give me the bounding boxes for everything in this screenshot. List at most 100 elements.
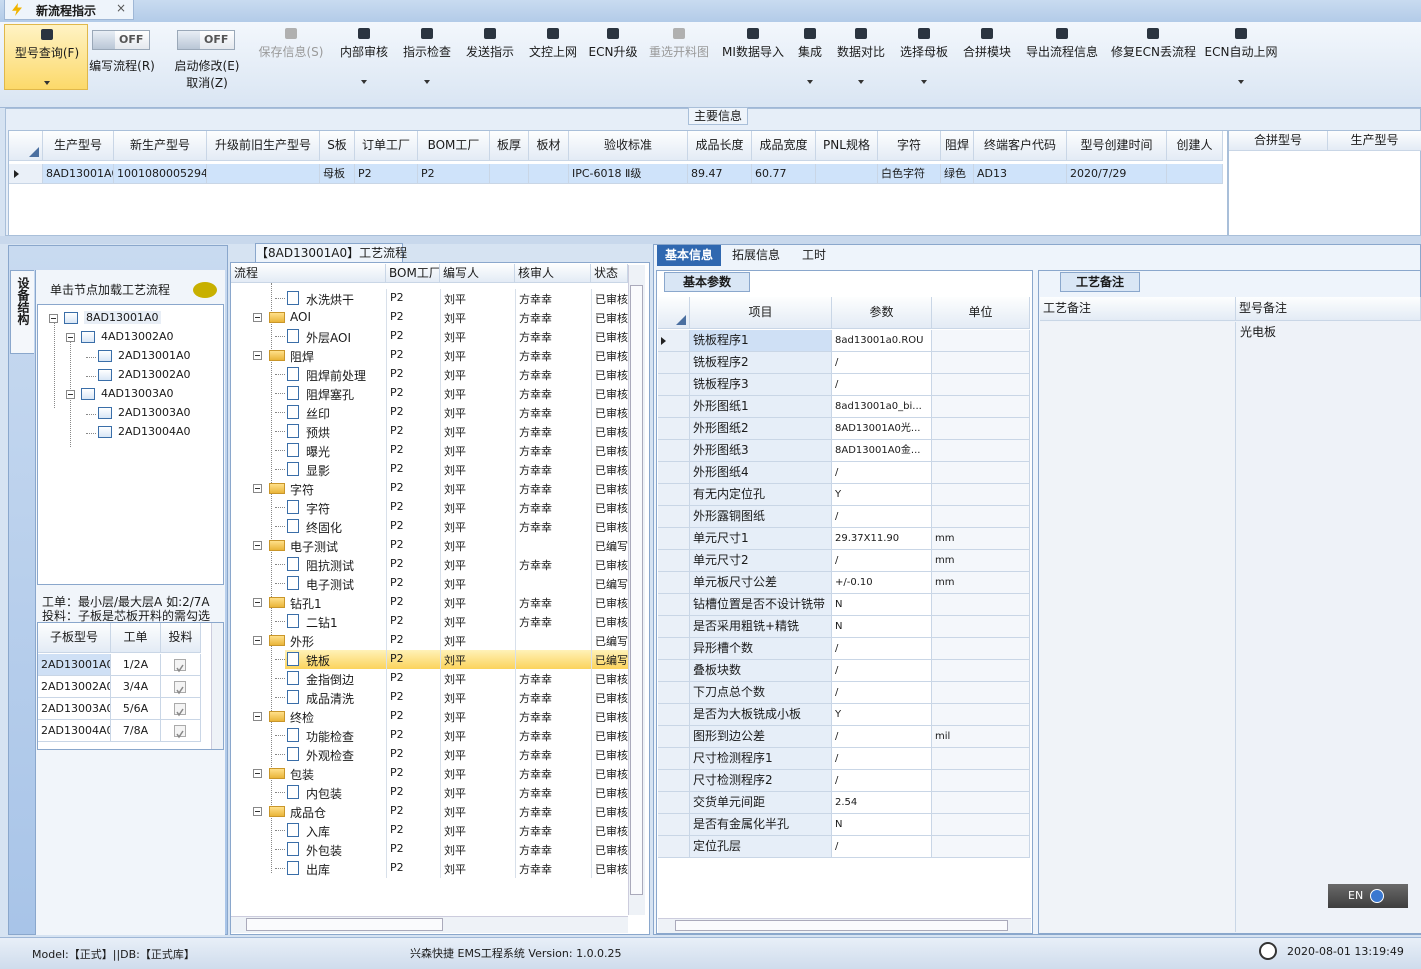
grid-cell[interactable]: 方幸幸 bbox=[519, 464, 552, 477]
column-header[interactable]: 成品宽度 bbox=[752, 131, 816, 161]
grid-cell[interactable]: 刘平 bbox=[444, 597, 466, 610]
grid-cell[interactable]: 已审核 bbox=[595, 825, 628, 838]
grid-cell[interactable]: 刘平 bbox=[444, 749, 466, 762]
column-header[interactable]: 项目 bbox=[690, 297, 832, 329]
grid-cell[interactable]: Y bbox=[832, 484, 932, 506]
grid-cell[interactable]: P2 bbox=[390, 614, 404, 627]
toolbar-button[interactable]: 选择母板 bbox=[882, 24, 966, 90]
grid-cell[interactable]: P2 bbox=[390, 557, 404, 570]
process-name[interactable]: 显影 bbox=[306, 464, 331, 478]
process-name[interactable]: 电子测试 bbox=[290, 540, 339, 554]
subtab[interactable]: 基本参数 bbox=[664, 272, 750, 292]
toolbar-button[interactable]: 发送指示 bbox=[448, 24, 532, 90]
grid-cell[interactable]: 铣板程序2 bbox=[690, 352, 832, 374]
grid-cell[interactable]: 绿色 bbox=[941, 164, 974, 184]
grid-cell[interactable]: AD13 bbox=[974, 164, 1067, 184]
column-header[interactable]: 核审人 bbox=[515, 264, 591, 283]
row-selector[interactable] bbox=[658, 462, 690, 484]
toolbar-button[interactable]: 指示检查 bbox=[385, 24, 469, 90]
row-selector[interactable] bbox=[658, 814, 690, 836]
toolbar-button[interactable]: 导出流程信息 bbox=[1020, 24, 1104, 90]
grid-cell[interactable]: 铣板程序3 bbox=[690, 374, 832, 396]
row-selector[interactable] bbox=[658, 748, 690, 770]
process-name[interactable]: 内包装 bbox=[306, 787, 343, 801]
grid-cell[interactable]: P2 bbox=[418, 164, 490, 184]
column-header[interactable]: 子板型号 bbox=[38, 623, 111, 653]
toolbar-button[interactable]: 数据对比 bbox=[819, 24, 903, 90]
grid-cell[interactable]: 是否为大板铣成小板 bbox=[690, 704, 832, 726]
grid-cell[interactable]: 2AD13002A0 bbox=[38, 676, 111, 698]
grid-cell[interactable]: 已审核 bbox=[595, 730, 628, 743]
grid-cell[interactable]: P2 bbox=[390, 424, 404, 437]
grid-cell[interactable]: 已审核 bbox=[595, 331, 628, 344]
process-name[interactable]: 外观检查 bbox=[306, 749, 355, 763]
column-header[interactable]: S板 bbox=[320, 131, 355, 161]
grid-cell[interactable]: 白色字符 bbox=[878, 164, 941, 184]
grid-cell[interactable] bbox=[932, 440, 1030, 462]
grid-cell[interactable]: 刘平 bbox=[444, 578, 466, 591]
grid-cell[interactable]: 29.37X11.90 bbox=[832, 528, 932, 550]
tree-node[interactable]: 8AD13001A0 bbox=[84, 311, 161, 324]
column-header[interactable]: 生产型号 bbox=[1328, 131, 1421, 151]
column-header[interactable]: BOM工厂 bbox=[418, 131, 490, 161]
grid-cell[interactable]: 刘平 bbox=[444, 616, 466, 629]
grid-cell[interactable]: P2 bbox=[390, 709, 404, 722]
grid-cell[interactable]: 已编写 bbox=[595, 540, 628, 553]
grid-cell[interactable]: / bbox=[832, 352, 932, 374]
grid-cell[interactable] bbox=[161, 676, 201, 698]
grid-cell[interactable]: 已审核 bbox=[595, 464, 628, 477]
grid-cell[interactable] bbox=[932, 836, 1030, 858]
process-name[interactable]: 预烘 bbox=[306, 426, 331, 440]
grid-cell[interactable]: 刘平 bbox=[444, 635, 466, 648]
grid-cell[interactable]: 已编写 bbox=[595, 654, 628, 667]
grid-cell[interactable] bbox=[161, 698, 201, 720]
grid-cell[interactable]: 8ad13001a0.ROU bbox=[832, 330, 932, 352]
grid-cell[interactable]: N bbox=[832, 814, 932, 836]
grid-cell[interactable]: 已审核 bbox=[595, 844, 628, 857]
grid-cell[interactable]: 已审核 bbox=[595, 350, 628, 363]
grid-cell[interactable]: 已审核 bbox=[595, 749, 628, 762]
grid-cell[interactable]: 方幸幸 bbox=[519, 711, 552, 724]
grid-cell[interactable] bbox=[932, 594, 1030, 616]
grid-cell[interactable]: 外形图纸1 bbox=[690, 396, 832, 418]
grid-cell[interactable]: 刘平 bbox=[444, 464, 466, 477]
grid-cell[interactable] bbox=[932, 484, 1030, 506]
grid-cell[interactable]: 8AD13001A0 bbox=[43, 164, 114, 184]
grid-cell[interactable]: P2 bbox=[390, 462, 404, 475]
toolbar-button[interactable]: 内部审核 bbox=[322, 24, 406, 90]
grid-cell[interactable]: 刘平 bbox=[444, 540, 466, 553]
grid-cell[interactable]: 方幸幸 bbox=[519, 502, 552, 515]
row-selector[interactable] bbox=[658, 506, 690, 528]
grid-cell[interactable]: 5/6A bbox=[111, 698, 161, 720]
grid-cell[interactable]: 方幸幸 bbox=[519, 844, 552, 857]
checkbox[interactable] bbox=[174, 681, 186, 695]
row-selector[interactable] bbox=[658, 418, 690, 440]
grid-cell[interactable]: 已编写 bbox=[595, 578, 628, 591]
column-header[interactable]: 合拼型号 bbox=[1229, 131, 1328, 151]
grid-cell[interactable] bbox=[932, 418, 1030, 440]
grid-cell[interactable]: 刘平 bbox=[444, 559, 466, 572]
grid-cell[interactable]: 2AD13003A0 bbox=[38, 698, 111, 720]
grid-cell[interactable] bbox=[932, 638, 1030, 660]
process-name[interactable]: 终检 bbox=[290, 711, 315, 725]
grid-cell[interactable]: / bbox=[832, 638, 932, 660]
grid-cell[interactable]: P2 bbox=[355, 164, 418, 184]
grid-cell[interactable]: 8ad13001a0_bi... bbox=[832, 396, 932, 418]
grid-cell[interactable] bbox=[490, 164, 529, 184]
grid-cell[interactable]: 尺寸检测程序1 bbox=[690, 748, 832, 770]
grid-cell[interactable]: P2 bbox=[390, 405, 404, 418]
grid-cell[interactable]: 定位孔层 bbox=[690, 836, 832, 858]
row-selector[interactable] bbox=[658, 770, 690, 792]
tab[interactable]: 基本信息 bbox=[657, 245, 721, 266]
process-name[interactable]: 字符 bbox=[306, 502, 331, 516]
column-header[interactable]: 型号创建时间 bbox=[1067, 131, 1167, 161]
grid-cell[interactable]: 已审核 bbox=[595, 502, 628, 515]
grid-cell[interactable]: P2 bbox=[390, 329, 404, 342]
grid-cell[interactable]: P2 bbox=[390, 842, 404, 855]
column-header[interactable]: 投料 bbox=[161, 623, 201, 653]
grid-cell[interactable]: P2 bbox=[390, 671, 404, 684]
grid-cell[interactable] bbox=[932, 506, 1030, 528]
process-name[interactable]: 水洗烘干 bbox=[306, 293, 355, 307]
grid-cell[interactable]: 2AD13001A0 bbox=[38, 654, 111, 676]
grid-cell[interactable]: 是否采用粗铣+精铣 bbox=[690, 616, 832, 638]
